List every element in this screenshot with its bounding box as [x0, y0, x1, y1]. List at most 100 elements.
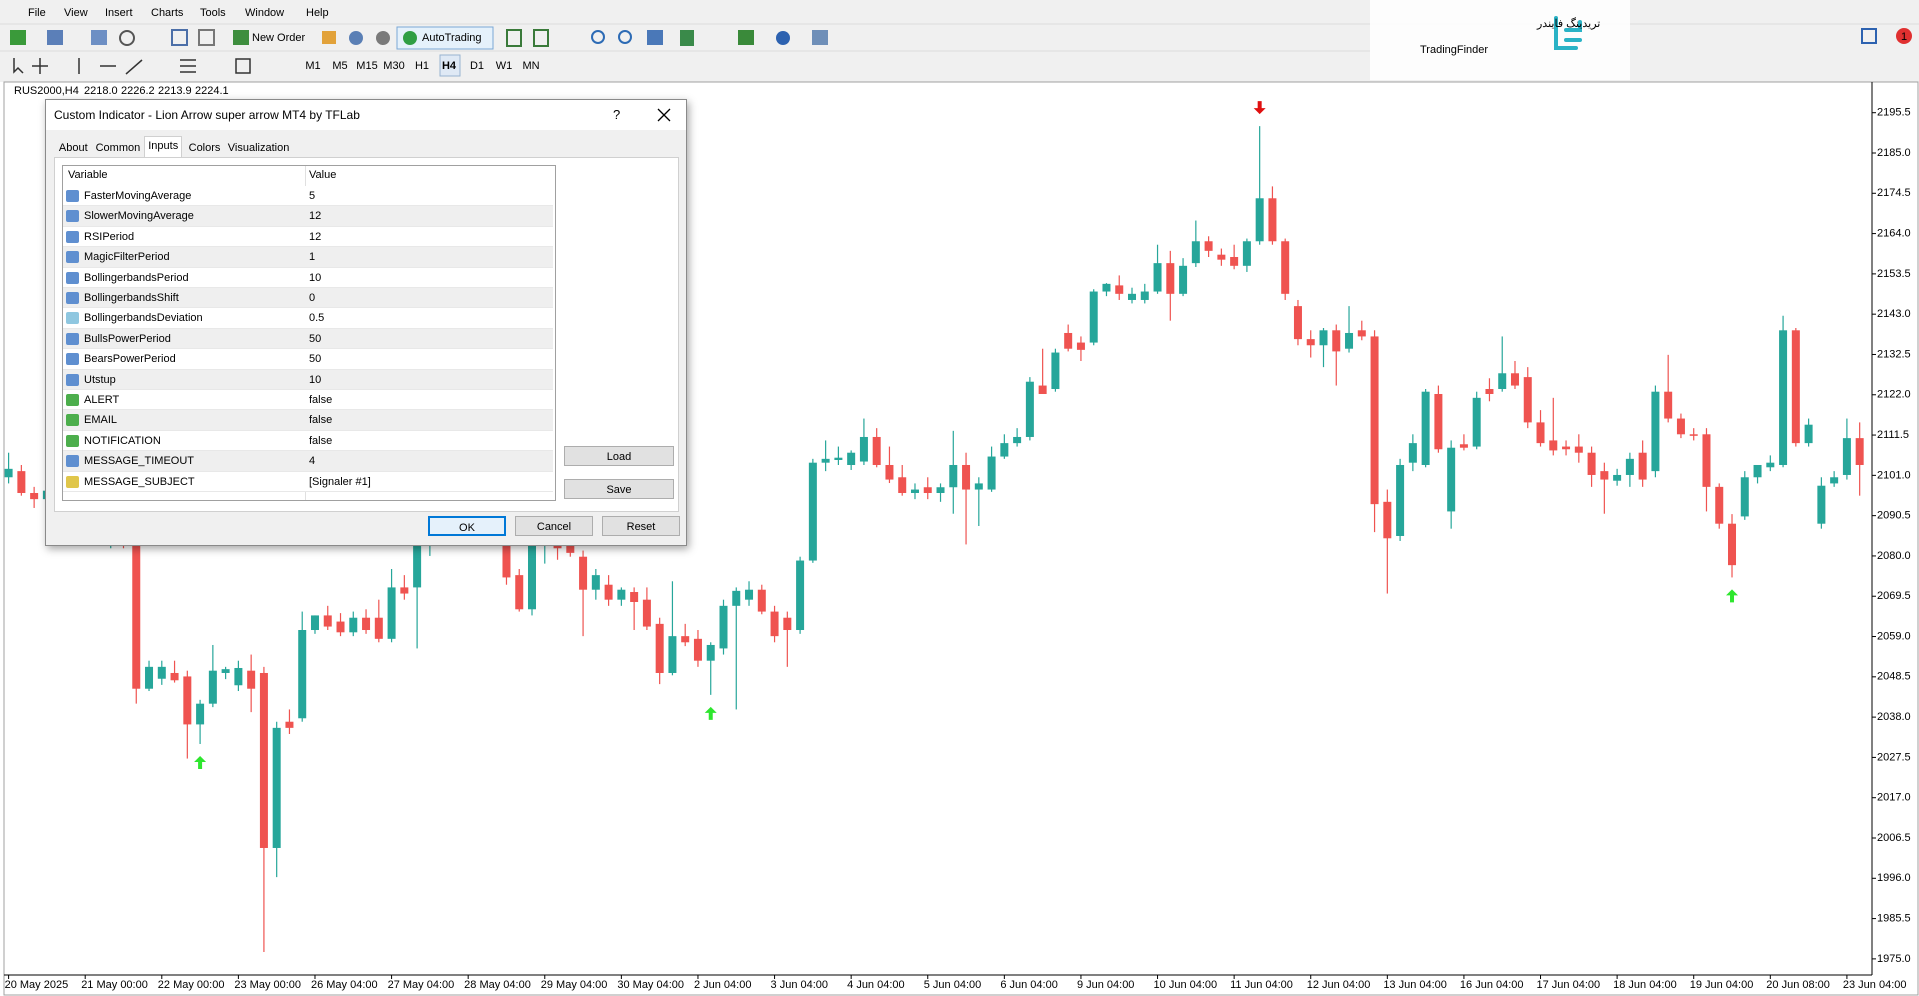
input-row[interactable]: BollingerbandsDeviation 0.5: [63, 308, 553, 329]
timeframe-button[interactable]: H4: [442, 60, 457, 72]
variable-value[interactable]: 0.5: [309, 312, 325, 325]
icon[interactable]: [812, 30, 828, 45]
icon[interactable]: [618, 30, 632, 44]
timeframe-button[interactable]: M15: [356, 60, 377, 72]
candle-body: [1076, 342, 1085, 350]
type-icon: [66, 332, 79, 345]
icon[interactable]: [171, 29, 188, 46]
notification-badge[interactable]: [1896, 28, 1912, 44]
variable-value[interactable]: false: [309, 434, 333, 447]
icon[interactable]: [591, 30, 605, 44]
x-tick-label: 21 May 00:00: [81, 979, 148, 991]
autotrading-button[interactable]: [396, 26, 494, 50]
icon[interactable]: [738, 30, 754, 45]
x-tick-label: 18 Jun 04:00: [1613, 979, 1677, 991]
text-label-tool[interactable]: [235, 58, 251, 74]
variable-value[interactable]: 4: [309, 455, 316, 468]
icon[interactable]: [233, 30, 249, 45]
notification-count[interactable]: 1: [1901, 31, 1907, 43]
menu-item[interactable]: Help: [306, 7, 329, 19]
autotrading-label[interactable]: AutoTrading: [422, 32, 482, 44]
icon[interactable]: [533, 29, 549, 47]
menu-item[interactable]: File: [28, 7, 46, 19]
input-row[interactable]: BollingerbandsPeriod 10: [63, 267, 553, 288]
search-icon[interactable]: [1861, 28, 1877, 44]
variable-value[interactable]: 50: [309, 353, 322, 366]
timeframe-button[interactable]: D1: [470, 60, 484, 72]
variable-value[interactable]: 12: [309, 210, 322, 223]
variable-value[interactable]: 12: [309, 230, 322, 243]
dialog-tab[interactable]: Common: [95, 142, 141, 154]
variable-value[interactable]: 0: [309, 292, 316, 304]
input-row[interactable]: SlowerMovingAverage 12: [63, 206, 553, 227]
menu-item[interactable]: Window: [245, 7, 284, 19]
dialog-button[interactable]: Cancel: [515, 516, 593, 536]
variable-value[interactable]: 10: [309, 373, 322, 386]
dialog-tab[interactable]: Colors: [188, 142, 221, 154]
input-row[interactable]: FasterMovingAverage 5: [63, 186, 553, 207]
channel-tool[interactable]: [180, 59, 196, 73]
input-row[interactable]: BullsPowerPeriod 50: [63, 328, 553, 350]
timeframe-button[interactable]: M30: [383, 60, 404, 72]
side-button[interactable]: Save: [564, 479, 674, 499]
input-row[interactable]: MESSAGE_TIMEOUT 4: [63, 451, 553, 472]
menu-item[interactable]: Charts: [151, 7, 184, 19]
x-tick-label: 4 Jun 04:00: [847, 979, 905, 991]
dialog-tab[interactable]: Inputs: [144, 136, 183, 159]
candle-body: [285, 721, 294, 728]
input-row[interactable]: EMAIL false: [63, 410, 553, 431]
icon[interactable]: [47, 30, 63, 45]
x-tick-label: 16 Jun 04:00: [1460, 979, 1524, 991]
icon[interactable]: [680, 30, 694, 46]
icon[interactable]: [119, 30, 135, 46]
variable-value[interactable]: 5: [309, 190, 316, 202]
icon[interactable]: [91, 30, 107, 45]
icon[interactable]: [376, 31, 390, 45]
timeframe-button[interactable]: M5: [332, 60, 347, 72]
variable-name: MESSAGE_TIMEOUT: [84, 455, 195, 468]
candle-body: [1842, 438, 1851, 475]
timeframe-button[interactable]: H1: [415, 60, 429, 72]
input-row[interactable]: RSIPeriod 12: [63, 226, 553, 248]
variable-value[interactable]: 50: [309, 332, 322, 345]
input-row[interactable]: NOTIFICATION false: [63, 430, 553, 452]
variable-value[interactable]: [Signaler #1]: [309, 475, 371, 488]
menu-item[interactable]: View: [64, 7, 88, 19]
variable-name: BullsPowerPeriod: [84, 332, 171, 345]
icon[interactable]: [776, 31, 790, 45]
variable-value[interactable]: 10: [309, 271, 322, 284]
timeframe-button[interactable]: M1: [305, 60, 320, 72]
timeframe-button[interactable]: W1: [496, 60, 513, 72]
icon[interactable]: [647, 30, 663, 45]
icon[interactable]: [349, 31, 363, 45]
dialog-tab[interactable]: About: [58, 142, 88, 154]
trendline-tool[interactable]: [125, 59, 143, 75]
icon[interactable]: [10, 30, 26, 45]
new-order-label[interactable]: New Order: [252, 32, 306, 44]
crosshair-tool[interactable]: [32, 58, 48, 74]
menu-item[interactable]: Tools: [200, 7, 226, 19]
dialog-button[interactable]: Reset: [602, 516, 680, 536]
help-button[interactable]: ?: [613, 107, 621, 122]
timeframe-button[interactable]: MN: [522, 60, 539, 72]
input-row[interactable]: MESSAGE_SUBJECT [Signaler #1]: [63, 471, 553, 492]
menu-item[interactable]: Insert: [105, 7, 133, 19]
input-row[interactable]: ALERT false: [63, 390, 553, 411]
icon[interactable]: [506, 29, 522, 47]
dialog-button[interactable]: OK: [428, 516, 506, 536]
input-row[interactable]: Utstup 10: [63, 369, 553, 390]
variable-value[interactable]: false: [309, 394, 333, 406]
side-button[interactable]: Load: [564, 446, 674, 466]
cursor-tool[interactable]: [13, 58, 24, 74]
input-row[interactable]: BearsPowerPeriod 50: [63, 349, 553, 370]
dialog-tab[interactable]: Visualization: [227, 142, 290, 154]
input-row[interactable]: BollingerbandsShift 0: [63, 288, 553, 309]
variable-value[interactable]: false: [309, 414, 333, 427]
close-button[interactable]: [657, 108, 671, 122]
variable-name: MESSAGE_SUBJECT: [84, 475, 195, 488]
icon[interactable]: [198, 29, 215, 46]
icon[interactable]: [322, 31, 336, 44]
input-row[interactable]: MagicFilterPeriod 1: [63, 247, 553, 268]
variable-value[interactable]: 1: [309, 251, 316, 264]
